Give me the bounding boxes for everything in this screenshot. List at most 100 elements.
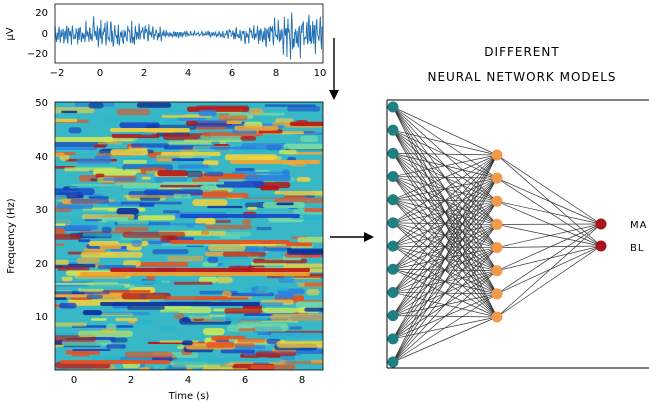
spectrogram-blob	[276, 340, 323, 348]
spectrogram-blob	[148, 365, 188, 370]
hidden-node	[491, 311, 503, 323]
network-edge	[496, 223, 602, 295]
spectrogram-blob	[226, 120, 242, 124]
network-edge	[392, 106, 498, 156]
output-node	[595, 240, 607, 252]
spectrogram-blob	[238, 328, 256, 332]
network-edge	[496, 177, 602, 247]
spectrogram-blob	[152, 249, 189, 255]
spectrogram-band	[110, 268, 310, 272]
spectrogram-blob	[198, 110, 217, 117]
network-edge	[496, 223, 602, 318]
network-edge	[496, 223, 602, 248]
spectrogram-blob	[116, 108, 151, 116]
spectrogram-blob	[55, 322, 87, 327]
spectrogram-ytick-label: 30	[35, 205, 48, 216]
spectrogram-xtick-label: 0	[71, 375, 77, 386]
spectrogram-blob	[275, 118, 294, 123]
spectrogram-band	[100, 302, 260, 306]
spectrogram-blob	[131, 240, 142, 247]
spectrogram-blob	[296, 177, 311, 182]
input-node	[387, 240, 399, 252]
spectrogram-blob	[270, 332, 323, 339]
spectrogram-blob	[55, 264, 96, 268]
spectrogram-blob	[84, 219, 103, 222]
spectrogram-ytick-label: 50	[35, 98, 48, 109]
spectrogram-blob	[297, 236, 323, 243]
spectrogram-blob	[242, 305, 263, 309]
spectrogram-blob	[76, 158, 112, 164]
spectrogram-blob	[177, 117, 207, 121]
spectrogram-blob	[103, 177, 136, 181]
spectrogram-band	[170, 240, 290, 244]
spectrogram-blob	[292, 217, 323, 220]
spectrogram: Frequency (Hz) 50 40 30 20 10 0 2 4 6 8 …	[6, 98, 324, 402]
spectrogram-blob	[162, 311, 180, 315]
output-label-1: MA	[630, 220, 647, 231]
spectrogram-blob	[106, 344, 126, 349]
spectrogram-blob	[82, 209, 108, 212]
spectrogram-blob	[249, 108, 263, 115]
spectrogram-blob	[116, 208, 139, 215]
spectrogram-blob	[55, 290, 110, 295]
spectrogram-blob	[161, 223, 206, 226]
spectrogram-xlabel: Time (s)	[168, 391, 210, 402]
network-title-line1: DIFFERENT	[484, 45, 559, 59]
spectrogram-band	[80, 272, 310, 276]
network-edge	[392, 153, 498, 156]
spectrogram-blob	[55, 294, 89, 298]
network-edge	[392, 154, 498, 177]
spectrogram-blob	[55, 368, 68, 370]
spectrogram-blob	[186, 106, 250, 112]
spectrogram-blob	[278, 278, 295, 283]
spectrogram-xtick-label: 8	[299, 375, 305, 386]
spectrogram-blob	[192, 199, 228, 206]
spectrogram-blob	[287, 106, 321, 112]
spectrogram-band	[110, 128, 190, 132]
spectrogram-blob	[247, 206, 258, 210]
spectrogram-blob	[210, 146, 257, 150]
spectrogram-bands	[55, 102, 323, 370]
spectrogram-blob	[80, 251, 143, 258]
spectrogram-blob	[93, 144, 107, 148]
spectrogram-blob	[55, 147, 97, 150]
spectrogram-blob	[212, 317, 268, 321]
eeg-xtick-label: 10	[314, 68, 327, 79]
spectrogram-blob	[264, 258, 302, 261]
network-edge	[392, 270, 498, 363]
spectrogram-blob	[295, 301, 323, 308]
spectrogram-blob	[274, 197, 323, 204]
spectrogram-blob	[245, 174, 291, 181]
spectrogram-band	[180, 214, 300, 218]
network-nodes	[387, 101, 607, 368]
spectrogram-blob	[276, 202, 294, 206]
spectrogram-blob	[310, 359, 323, 364]
spectrogram-blob	[198, 276, 218, 283]
spectrogram-frame	[54, 101, 324, 371]
spectrogram-blob	[55, 344, 64, 348]
input-node	[387, 333, 399, 345]
spectrogram-blob	[137, 215, 176, 221]
spectrogram-blob	[162, 133, 212, 140]
spectrogram-blob	[270, 314, 323, 321]
spectrogram-blob	[162, 110, 186, 116]
spectrogram-blob	[99, 245, 122, 249]
spectrogram-blob	[118, 280, 172, 284]
spectrogram-blob	[82, 310, 103, 316]
right-arrow	[330, 232, 374, 242]
network-edge	[496, 200, 602, 225]
spectrogram-blob	[120, 201, 182, 205]
spectrogram-blob	[91, 318, 107, 321]
spectrogram-blob	[125, 351, 173, 358]
spectrogram-blob	[162, 181, 225, 185]
spectrogram-blob	[141, 176, 151, 180]
spectrogram-blob	[78, 239, 91, 243]
spectrogram-blob	[237, 338, 266, 343]
network-edge	[392, 154, 498, 339]
spectrogram-blob	[61, 110, 78, 114]
network-edge	[392, 293, 498, 363]
spectrogram-blob	[82, 232, 134, 237]
spectrogram-blob	[154, 176, 188, 183]
spectrogram-blob	[224, 154, 277, 161]
spectrogram-blob	[122, 231, 186, 238]
